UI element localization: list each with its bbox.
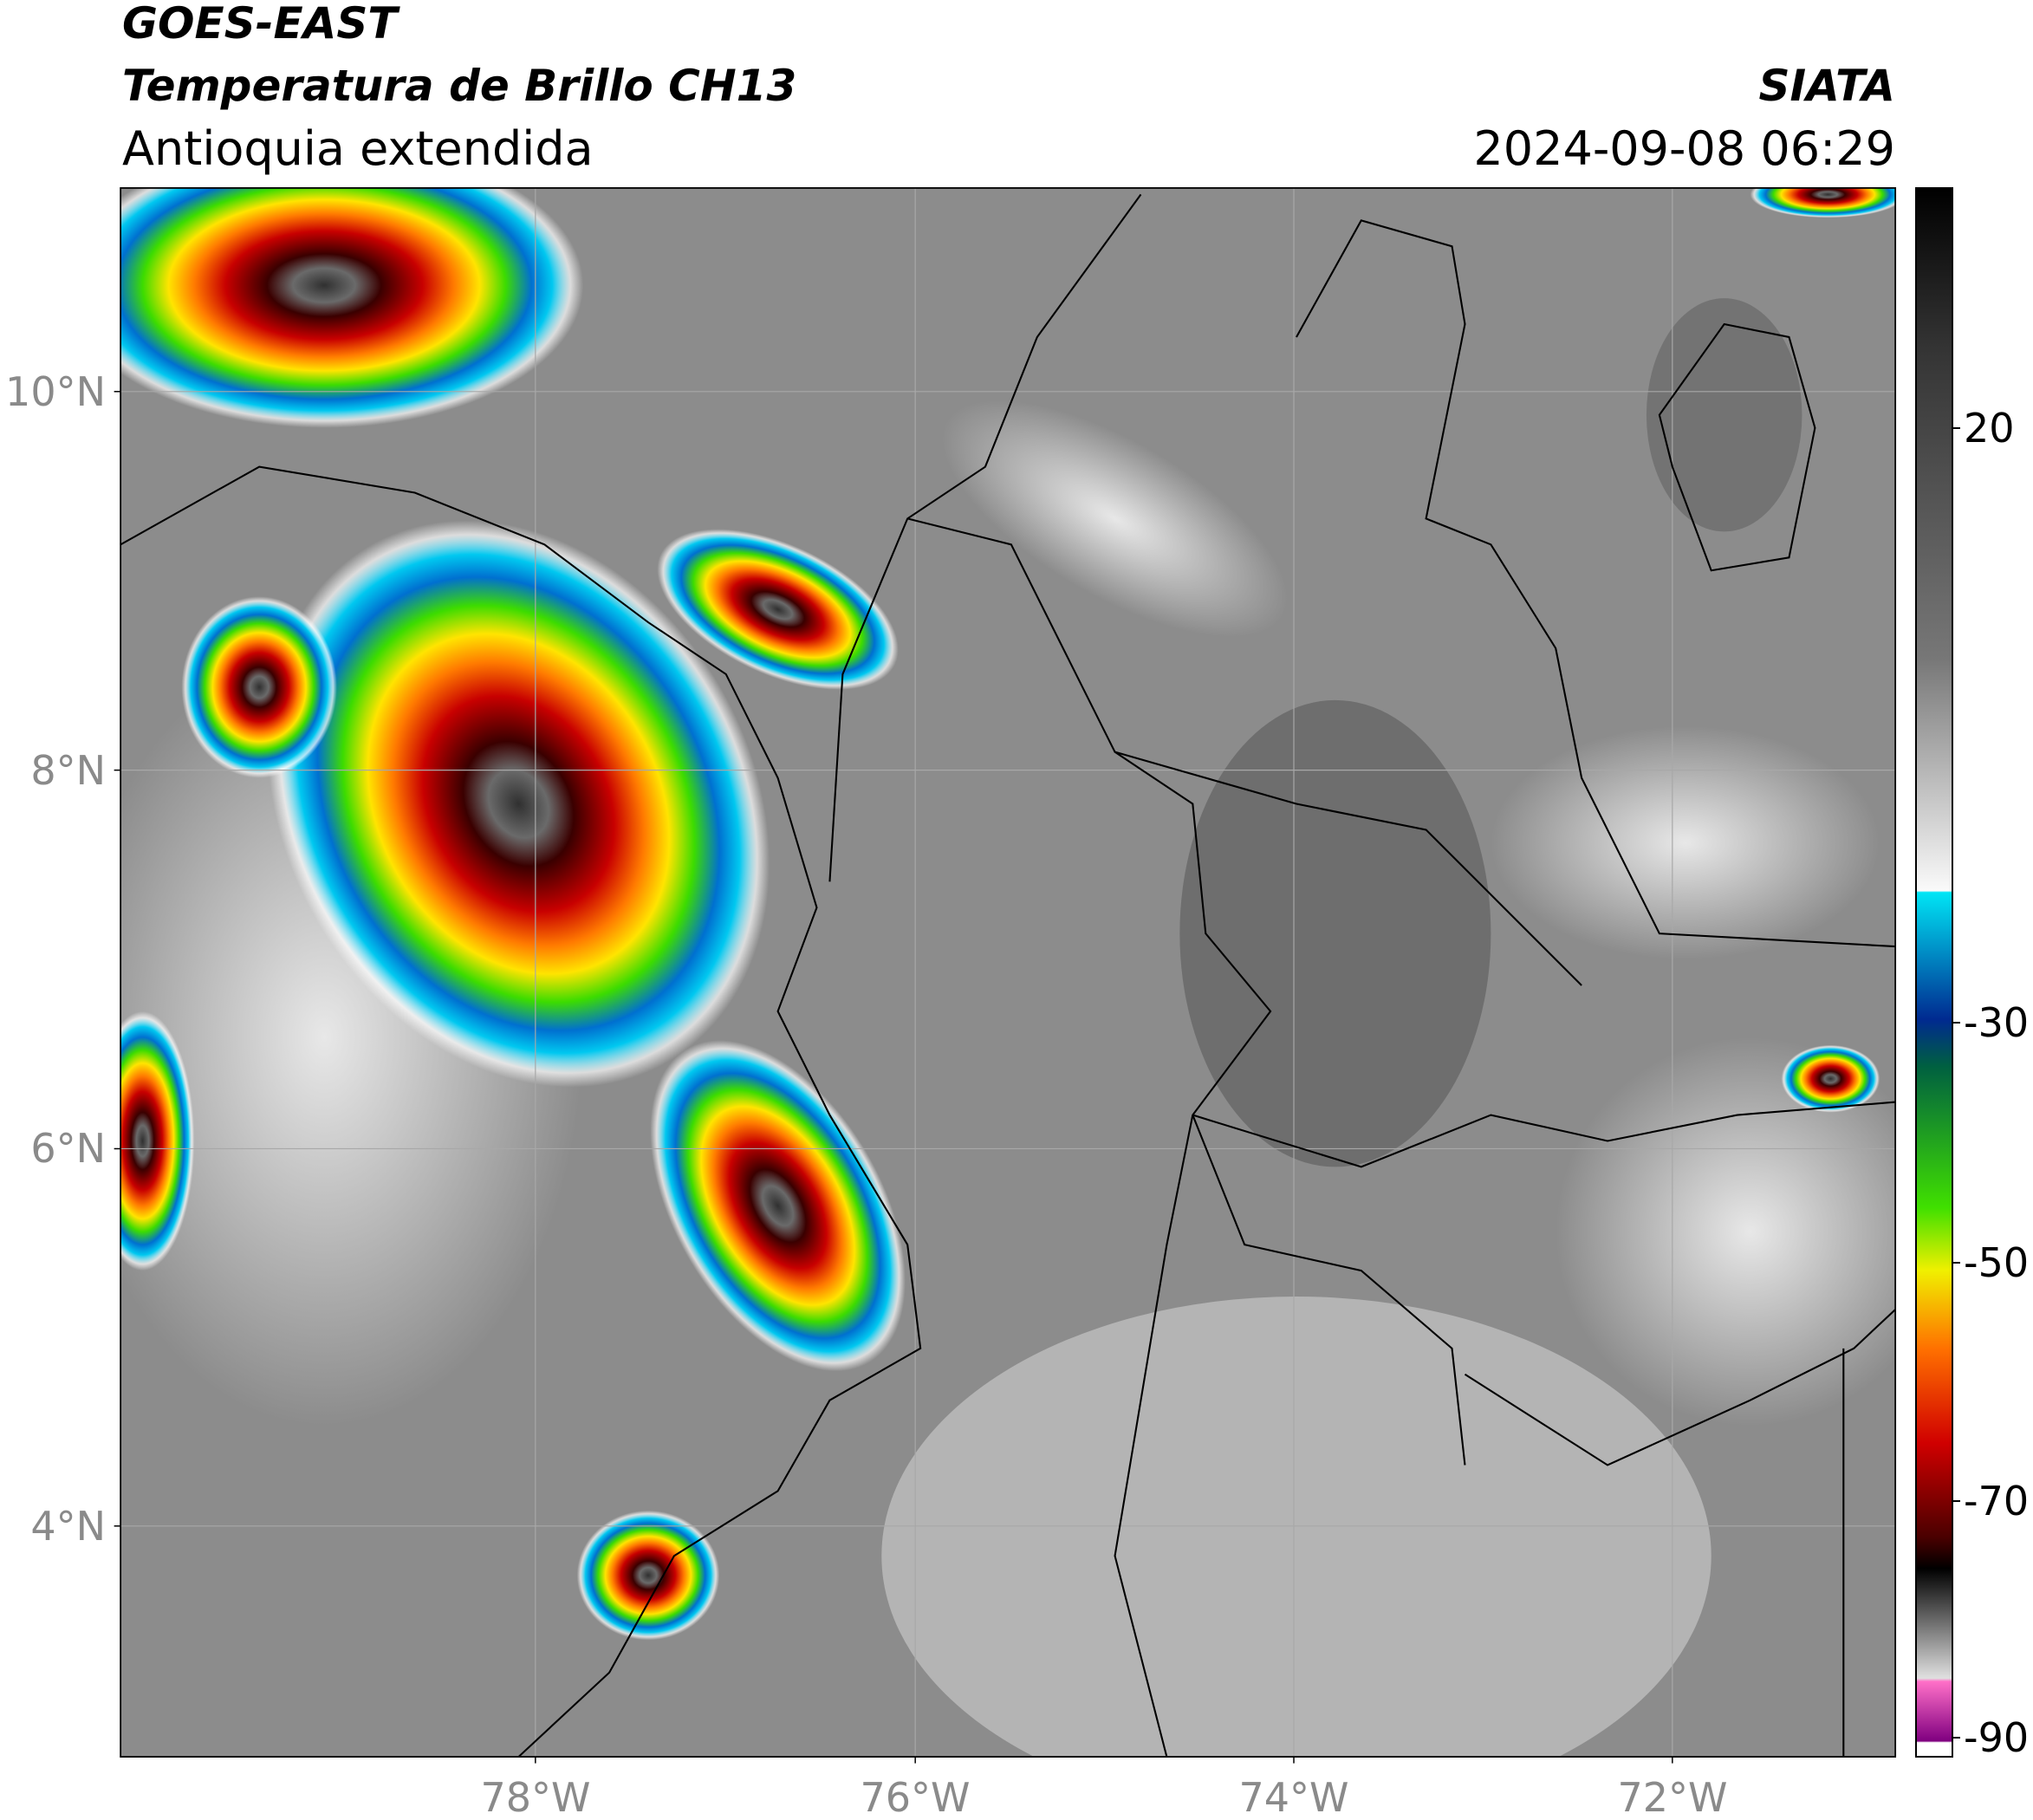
lon-label: 78°W bbox=[480, 1774, 590, 1820]
map bbox=[114, 187, 1897, 1764]
colorbar-label: -50 bbox=[1964, 1239, 2029, 1286]
colorbar-label: -30 bbox=[1964, 999, 2029, 1046]
lon-label: 74°W bbox=[1238, 1774, 1348, 1820]
colorbar-label: 20 bbox=[1964, 405, 2015, 452]
colorbar-ticks: 20 -30 -50 -70 -90 bbox=[1952, 405, 2029, 1761]
lon-label: 76°W bbox=[860, 1774, 970, 1820]
colorbar-label: -70 bbox=[1964, 1478, 2029, 1524]
colorbar bbox=[1915, 187, 1953, 1758]
region: Antioquia extendida bbox=[122, 121, 594, 176]
lat-label: 4°N bbox=[30, 1503, 106, 1550]
title: GOES-EAST bbox=[122, 0, 400, 49]
lon-label: 72°W bbox=[1617, 1774, 1727, 1820]
lat-label: 6°N bbox=[30, 1125, 106, 1172]
lat-label: 8°N bbox=[30, 747, 106, 794]
colorbar-label: -90 bbox=[1964, 1714, 2029, 1761]
source: SIATA bbox=[1759, 61, 1895, 111]
lat-label: 10°N bbox=[5, 368, 106, 415]
datetime: 2024-09-08 06:29 bbox=[1473, 121, 1895, 176]
product: Temperatura de Brillo CH13 bbox=[122, 61, 796, 111]
